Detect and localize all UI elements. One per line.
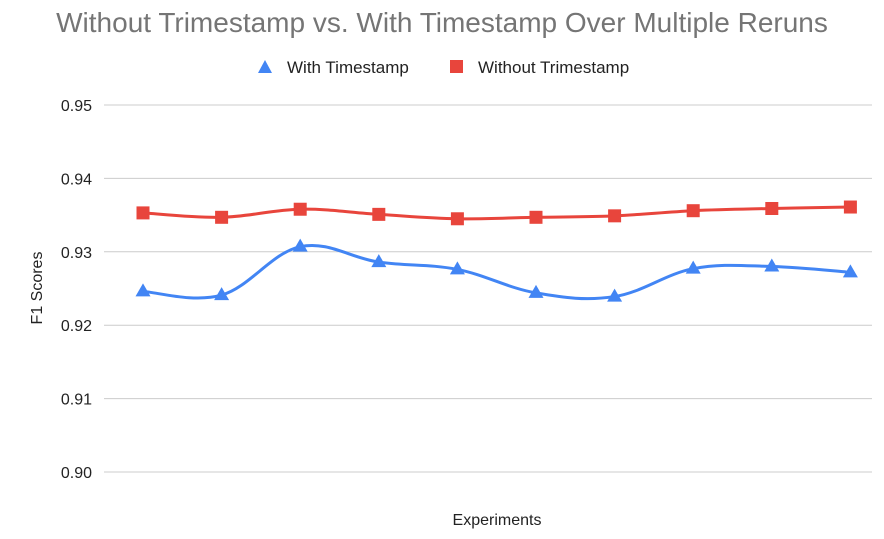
data-point-with-timestamp[interactable] bbox=[528, 284, 544, 298]
data-point-with-timestamp[interactable] bbox=[214, 287, 230, 301]
legend: With Timestamp Without Trimestamp bbox=[258, 58, 629, 77]
gridlines bbox=[104, 104, 872, 473]
data-point-without-trimestamp[interactable] bbox=[686, 204, 700, 218]
legend-item-with-timestamp[interactable]: With Timestamp bbox=[258, 58, 409, 77]
y-tick-label: 0.93 bbox=[61, 245, 92, 262]
data-point-without-trimestamp[interactable] bbox=[372, 207, 386, 221]
series-with-timestamp bbox=[135, 238, 858, 302]
data-point-without-trimestamp[interactable] bbox=[765, 201, 779, 215]
y-tick-label: 0.90 bbox=[61, 465, 92, 482]
y-axis-ticks: 0.90 0.91 0.92 0.93 0.94 0.95 bbox=[61, 98, 92, 482]
data-point-with-timestamp[interactable] bbox=[371, 254, 387, 268]
legend-item-without-trimestamp[interactable]: Without Trimestamp bbox=[450, 58, 629, 77]
series-line-with-timestamp bbox=[141, 244, 852, 301]
legend-marker-with-timestamp bbox=[258, 60, 272, 73]
data-point-with-timestamp[interactable] bbox=[292, 238, 308, 252]
data-point-with-timestamp[interactable] bbox=[764, 258, 780, 272]
data-point-with-timestamp[interactable] bbox=[135, 283, 151, 297]
y-tick-label: 0.95 bbox=[61, 98, 92, 115]
legend-marker-without-trimestamp bbox=[450, 60, 463, 73]
series-line-without-trimestamp bbox=[141, 205, 852, 221]
legend-label-without-trimestamp: Without Trimestamp bbox=[478, 58, 629, 77]
legend-label-with-timestamp: With Timestamp bbox=[287, 58, 409, 77]
y-tick-label: 0.92 bbox=[61, 318, 92, 335]
data-point-with-timestamp[interactable] bbox=[842, 264, 858, 278]
data-point-with-timestamp[interactable] bbox=[449, 261, 465, 275]
series-layer bbox=[135, 200, 858, 302]
x-axis-label: Experiments bbox=[453, 512, 542, 529]
y-tick-label: 0.94 bbox=[61, 171, 92, 188]
y-axis-label: F1 Scores bbox=[29, 252, 46, 325]
data-point-without-trimestamp[interactable] bbox=[450, 212, 464, 226]
series-without-trimestamp bbox=[136, 200, 857, 226]
data-point-with-timestamp[interactable] bbox=[685, 260, 701, 274]
data-point-without-trimestamp[interactable] bbox=[215, 210, 229, 224]
data-point-without-trimestamp[interactable] bbox=[529, 210, 543, 224]
y-tick-label: 0.91 bbox=[61, 392, 92, 409]
data-point-with-timestamp[interactable] bbox=[607, 288, 623, 302]
data-point-without-trimestamp[interactable] bbox=[608, 209, 622, 223]
data-point-without-trimestamp[interactable] bbox=[843, 200, 857, 214]
chart-title: Without Trimestamp vs. With Timestamp Ov… bbox=[56, 7, 828, 38]
data-point-without-trimestamp[interactable] bbox=[293, 202, 307, 216]
data-point-without-trimestamp[interactable] bbox=[136, 206, 150, 220]
